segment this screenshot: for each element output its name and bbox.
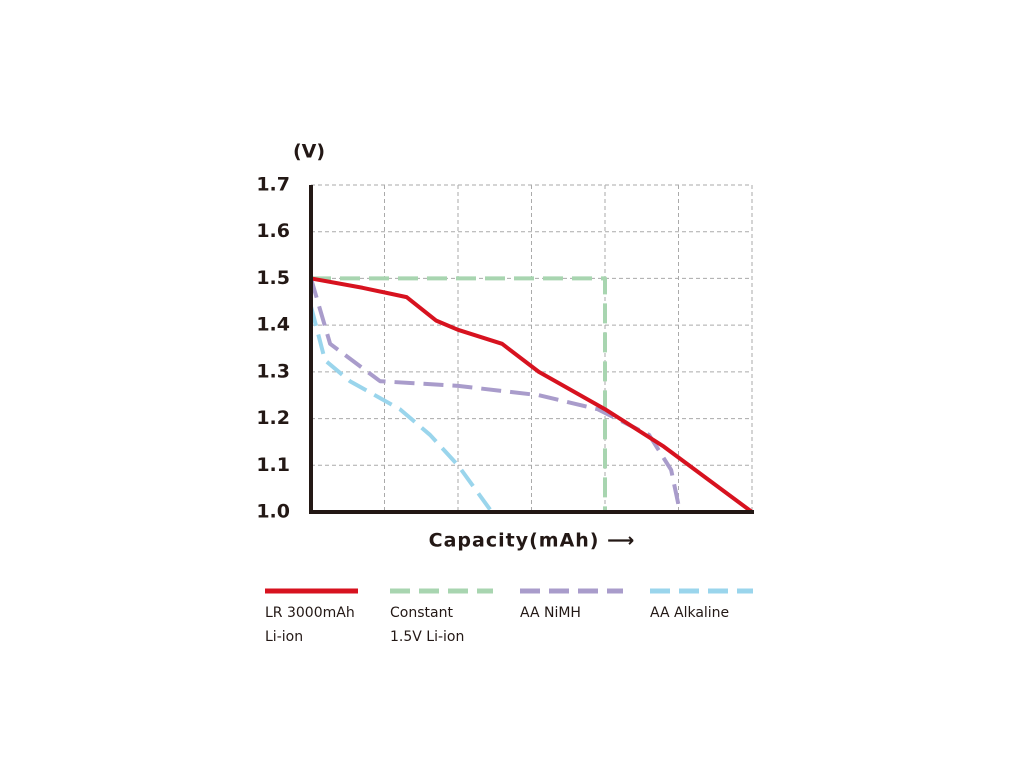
- y-tick-label: 1.3: [256, 360, 290, 382]
- y-tick-label: 1.1: [256, 454, 290, 476]
- y-tick-label: 1.5: [256, 267, 290, 289]
- legend-label: Constant 1.5V Li-ion: [390, 605, 464, 645]
- y-tick-label: 1.6: [256, 220, 290, 242]
- legend-label: AA NiMH: [520, 605, 581, 621]
- series-line: [309, 277, 682, 513]
- y-tick-label: 1.7: [256, 174, 290, 196]
- y-tick-label: 1.2: [256, 407, 290, 429]
- x-axis-label: Capacity(mAh) ⟶: [429, 530, 636, 552]
- y-tick-label: 1.4: [256, 314, 290, 336]
- series-line: [310, 276, 754, 514]
- legend-label: AA Alkaline: [650, 605, 729, 621]
- y-tick-label: 1.0: [256, 501, 290, 523]
- series-line: [309, 305, 494, 514]
- legend-label: LR 3000mAh Li-ion: [265, 605, 355, 645]
- y-axis-label: (V): [293, 141, 325, 163]
- series-line: [311, 276, 607, 512]
